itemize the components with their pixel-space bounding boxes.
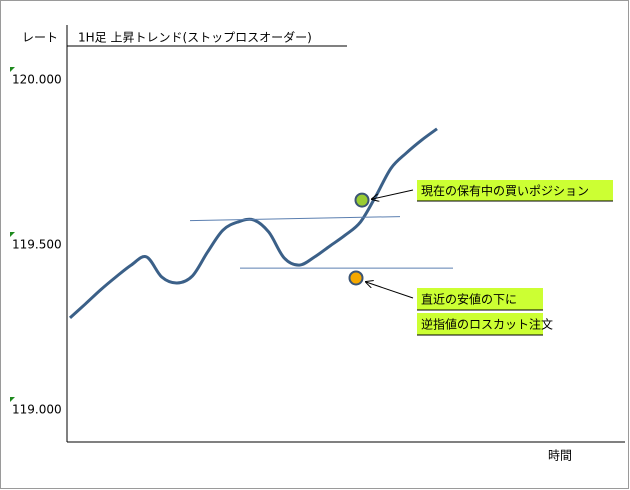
y-axis-label: レート <box>22 31 58 45</box>
annotation-arrow <box>372 189 414 199</box>
tick-flag <box>10 231 15 237</box>
annotation-text: 逆指値のロスカット注文 <box>421 317 553 332</box>
x-axis-label: 時間 <box>548 449 572 463</box>
annotation-box <box>417 180 613 201</box>
marker <box>354 192 370 208</box>
annotation-arrow <box>366 282 414 299</box>
tick-flag <box>10 396 15 402</box>
level-line <box>189 216 401 222</box>
annotation-text: 直近の安値の下に <box>421 292 517 307</box>
chart-title: 1H足 上昇トレンド(ストップロスオーダー) <box>78 30 312 45</box>
annotation-text: 現在の保有中の買いポジション <box>421 183 589 198</box>
y-tick-label: 119.000 <box>12 402 62 416</box>
y-tick-label: 119.500 <box>12 237 62 251</box>
annotation-box <box>417 313 543 335</box>
annotation-box <box>417 288 543 310</box>
tick-flag <box>10 66 15 72</box>
y-tick-label: 120.000 <box>12 72 62 86</box>
marker <box>348 270 364 286</box>
